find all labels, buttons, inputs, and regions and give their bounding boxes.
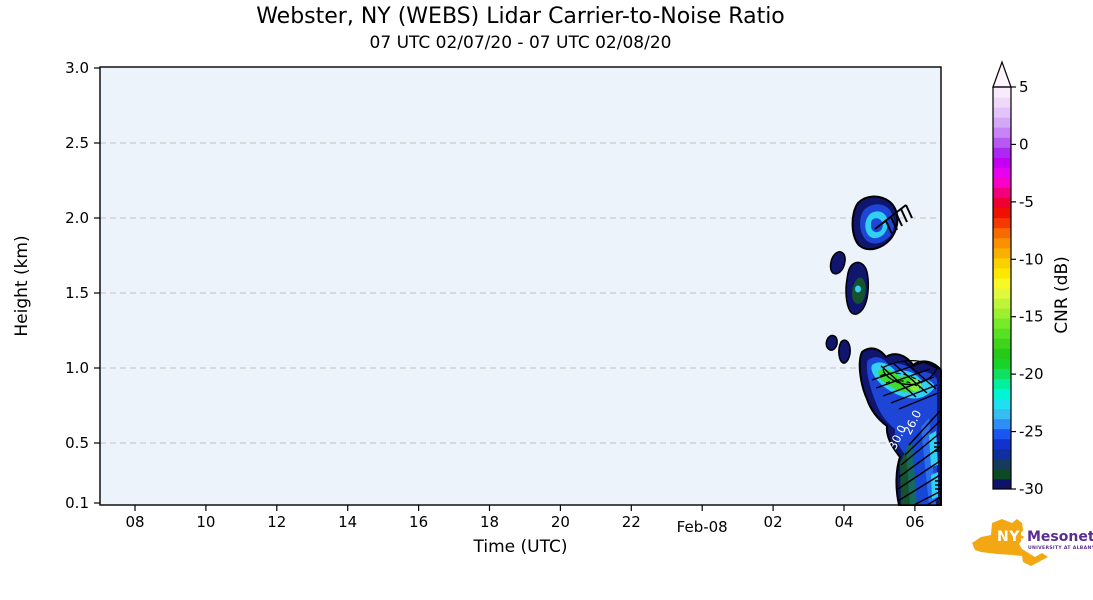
colorbar-band	[993, 267, 1011, 279]
colorbar-band	[993, 106, 1011, 118]
y-tick-label: 2.0	[65, 209, 89, 227]
y-tick-label: 1.5	[65, 284, 89, 302]
colorbar-band	[993, 287, 1011, 299]
colorbar-outline	[992, 86, 1012, 490]
colorbar-band	[993, 187, 1011, 199]
contour-dashed-2	[885, 380, 921, 389]
y-tick-label: 0.1	[65, 494, 89, 512]
colorbar-band	[993, 458, 1011, 470]
logo-mesonet-text: Mesonet	[1027, 529, 1093, 545]
colorbar-band	[993, 408, 1011, 420]
barb-lines-column	[897, 410, 942, 506]
colorbar-band	[993, 418, 1011, 430]
x-tick-label: 02	[764, 513, 783, 531]
colorbar-tick-label: -30	[1019, 480, 1044, 498]
colorbar-tick-label: -5	[1019, 193, 1034, 211]
colorbar-band	[993, 257, 1011, 269]
barb-flags-right-edge	[934, 442, 941, 490]
colorbar-band	[993, 438, 1011, 450]
colorbar-band	[993, 468, 1011, 480]
colorbar-band	[993, 207, 1011, 219]
logo-tagline-text: UNIVERSITY AT ALBANY	[1028, 546, 1093, 551]
colorbar-tick-label: -25	[1019, 423, 1044, 441]
colorbar-band	[993, 227, 1011, 239]
colorbar-tick-label: 0	[1019, 135, 1029, 153]
x-tick-label: 04	[834, 513, 853, 531]
colorbar-band	[993, 357, 1011, 369]
barb-lines-head	[871, 361, 939, 410]
colorbar-band	[993, 297, 1011, 309]
colorbar-band	[993, 337, 1011, 349]
colorbar-band	[993, 398, 1011, 410]
colorbar-label: CNR (dB)	[1052, 256, 1072, 334]
echo-0420utc-1.1km	[838, 339, 851, 364]
x-tick-label: 22	[622, 513, 641, 531]
x-tick-label-date: Feb-08	[677, 518, 728, 536]
echo-0430utc-1.5km-dot	[855, 285, 861, 293]
plot-background	[100, 67, 941, 505]
x-tick-label: 14	[338, 513, 357, 531]
colorbar-band	[993, 478, 1011, 490]
chart-title: Webster, NY (WEBS) Lidar Carrier-to-Nois…	[256, 4, 785, 29]
colorbar-tick-label: 5	[1019, 78, 1029, 96]
y-tick-label: 2.5	[65, 134, 89, 152]
colorbar-band	[993, 448, 1011, 460]
y-tick-label: 1.0	[65, 359, 89, 377]
logo-nys-text: NYS	[997, 529, 1031, 545]
colorbar-band	[993, 327, 1011, 339]
colorbar-band	[993, 428, 1011, 440]
chart-subtitle: 07 UTC 02/07/20 - 07 UTC 02/08/20	[369, 33, 672, 53]
colorbar-band	[993, 197, 1011, 209]
echo-0415utc-1.7km	[829, 251, 846, 275]
colorbar-band	[993, 347, 1011, 359]
colorbar-band	[993, 126, 1011, 138]
x-axis-label: Time (UTC)	[473, 537, 568, 557]
colorbar-band	[993, 176, 1011, 188]
colorbar-band	[993, 277, 1011, 289]
colorbar-band	[993, 166, 1011, 178]
colorbar-tick-label: -10	[1019, 250, 1044, 268]
colorbar-band	[993, 317, 1011, 329]
colorbar-band	[993, 217, 1011, 229]
wind-barb-1.9km	[874, 204, 913, 235]
colorbar-band	[993, 247, 1011, 259]
colorbar-band	[993, 146, 1011, 158]
colorbar-band	[993, 377, 1011, 389]
colorbar-tick-label: -20	[1019, 365, 1044, 383]
ny-state-icon	[972, 519, 1048, 566]
x-tick-label: 18	[480, 513, 499, 531]
nys-mesonet-logo: NYS Mesonet UNIVERSITY AT ALBANY	[968, 513, 1093, 575]
colorbar-band	[993, 307, 1011, 319]
plot-spines	[99, 66, 942, 506]
colorbar-tick-label: -15	[1019, 308, 1044, 326]
colorbar-extend-arrow	[992, 60, 1012, 88]
x-tick-label: 20	[551, 513, 570, 531]
colorbar-band	[993, 156, 1011, 168]
x-tick-label: 08	[125, 513, 144, 531]
x-tick-label: 10	[196, 513, 215, 531]
echo-0430utc-1.9km-core	[871, 218, 883, 233]
x-tick-label: 12	[267, 513, 286, 531]
y-axis-label: Height (km)	[12, 235, 32, 337]
colorbar-band	[993, 367, 1011, 379]
y-tick-label: 3.0	[65, 59, 89, 77]
contour-dashed-1	[879, 372, 923, 384]
echo-0410utc-1.15km	[825, 334, 838, 351]
x-tick-label: 16	[409, 513, 428, 531]
x-tick-label: 06	[905, 513, 924, 531]
colorbar-band	[993, 86, 1011, 98]
column-stripe-teal	[906, 439, 917, 505]
column-stripe-blue	[912, 427, 929, 505]
colorbar-band	[993, 237, 1011, 249]
y-tick-label: 0.5	[65, 434, 89, 452]
colorbar-band	[993, 136, 1011, 148]
colorbar-band	[993, 388, 1011, 400]
colorbar-band	[993, 96, 1011, 108]
colorbar-band	[993, 116, 1011, 128]
echo-features: 30.026.0	[825, 195, 942, 506]
